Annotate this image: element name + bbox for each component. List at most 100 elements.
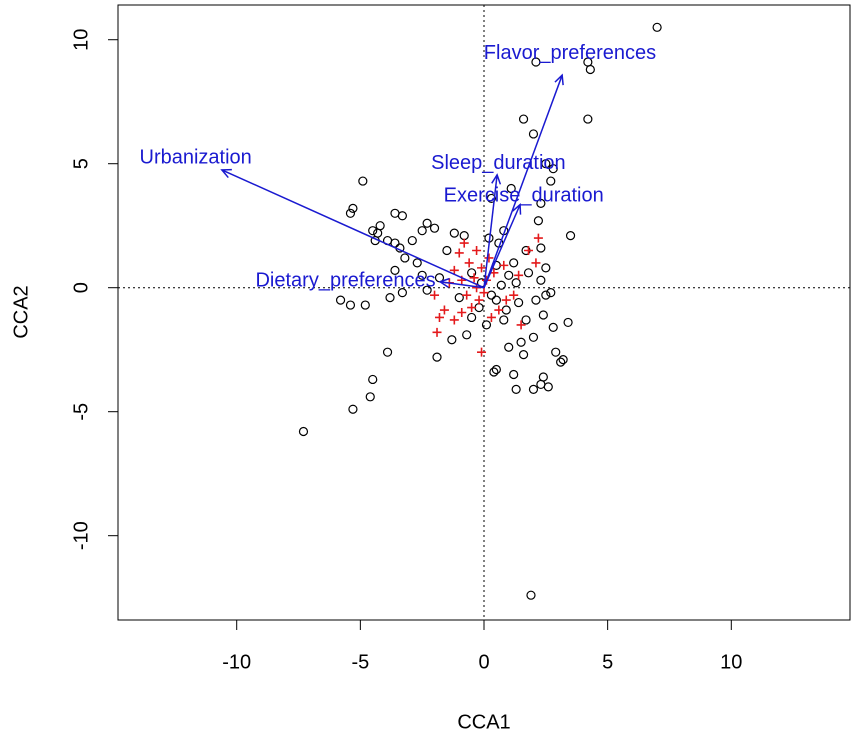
point: [298, 426, 309, 437]
y-tick-label: -10: [70, 521, 92, 550]
point: [504, 342, 514, 352]
point: [533, 216, 544, 226]
point: [484, 253, 494, 263]
point: [474, 302, 484, 313]
y-axis-label: CCA2: [10, 285, 32, 338]
point: [514, 297, 524, 308]
point: [526, 590, 536, 600]
point: [523, 268, 534, 278]
point: [430, 290, 440, 300]
point: [348, 404, 358, 414]
point: [360, 300, 370, 310]
point: [462, 290, 472, 300]
point: [400, 253, 410, 263]
point: [538, 310, 548, 320]
point: [531, 258, 541, 268]
point: [434, 312, 444, 322]
point: [472, 246, 482, 256]
arrow-shaft: [483, 204, 521, 289]
point: [481, 320, 492, 330]
point: [429, 223, 440, 233]
arrow-head: [554, 73, 564, 86]
point: [462, 330, 472, 340]
point: [585, 64, 595, 75]
point: [536, 275, 546, 285]
point: [432, 327, 442, 337]
point: [518, 114, 529, 124]
point: [521, 315, 531, 325]
point: [499, 260, 509, 270]
point: [358, 176, 368, 186]
point: [541, 263, 551, 273]
point: [449, 265, 459, 275]
y-tick-label: -5: [70, 403, 92, 421]
point: [417, 270, 427, 280]
point: [390, 265, 400, 275]
point: [442, 245, 452, 256]
point: [397, 211, 407, 221]
point: [491, 295, 501, 305]
point: [449, 228, 459, 238]
point: [375, 221, 385, 231]
point: [467, 268, 477, 278]
point: [477, 263, 487, 273]
point: [486, 193, 497, 204]
point: [368, 226, 378, 236]
arrow-shaft: [439, 281, 485, 289]
arrow-label: Sleep_duration: [431, 152, 566, 174]
point: [467, 303, 477, 313]
point: [536, 243, 546, 253]
arrow-label: Flavor_preferences: [484, 42, 656, 64]
point: [583, 57, 593, 67]
point: [509, 258, 519, 268]
point: [417, 226, 427, 236]
point: [469, 273, 479, 283]
point: [504, 270, 514, 280]
arrow-label: Dietary_preferences: [255, 269, 435, 291]
point: [541, 290, 551, 300]
point: [345, 208, 356, 218]
point: [494, 305, 504, 315]
point: [447, 335, 457, 345]
point: [551, 347, 561, 357]
point: [514, 270, 524, 280]
point: [501, 305, 511, 315]
point: [373, 228, 383, 238]
point: [556, 357, 566, 367]
point: [422, 285, 432, 295]
point: [432, 352, 442, 362]
arrow-head: [220, 168, 232, 179]
point: [467, 312, 477, 323]
x-tick-label: 5: [602, 651, 613, 673]
point: [506, 183, 516, 194]
point: [536, 198, 546, 208]
point: [541, 159, 551, 169]
point: [422, 218, 432, 228]
point: [454, 248, 464, 258]
point: [583, 114, 593, 124]
point: [477, 347, 487, 357]
y-tick-label: 10: [70, 29, 92, 51]
point: [459, 231, 469, 241]
point: [548, 322, 558, 332]
point: [536, 379, 546, 390]
point: [531, 295, 541, 305]
x-tick-label: -5: [351, 651, 369, 673]
point: [516, 320, 526, 330]
point: [474, 295, 484, 305]
point: [390, 208, 400, 218]
x-tick-label: -10: [222, 651, 251, 673]
point: [479, 288, 489, 298]
point: [533, 233, 543, 243]
point: [524, 246, 534, 256]
point: [511, 278, 521, 288]
point: [489, 367, 499, 377]
point: [528, 332, 539, 342]
point: [345, 300, 356, 310]
point: [509, 369, 519, 380]
point: [509, 290, 519, 300]
point: [565, 231, 576, 241]
x-axis-label: CCA1: [457, 711, 510, 733]
point: [365, 392, 375, 402]
